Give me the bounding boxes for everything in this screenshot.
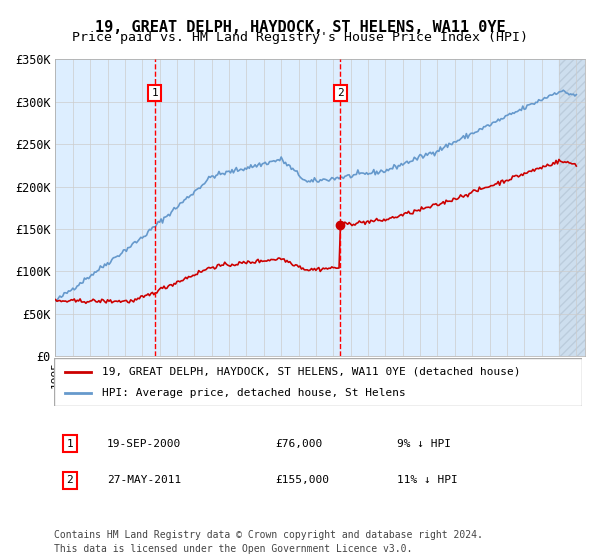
Text: £76,000: £76,000 [276, 439, 323, 449]
Text: 1: 1 [151, 88, 158, 98]
Text: 27-MAY-2011: 27-MAY-2011 [107, 475, 181, 485]
Text: 2: 2 [67, 475, 73, 485]
Text: 2: 2 [337, 88, 344, 98]
Text: 9% ↓ HPI: 9% ↓ HPI [397, 439, 451, 449]
Text: 19-SEP-2000: 19-SEP-2000 [107, 439, 181, 449]
Text: 19, GREAT DELPH, HAYDOCK, ST HELENS, WA11 0YE: 19, GREAT DELPH, HAYDOCK, ST HELENS, WA1… [95, 20, 505, 35]
FancyBboxPatch shape [54, 358, 582, 406]
Text: 1: 1 [67, 439, 73, 449]
Text: Price paid vs. HM Land Registry's House Price Index (HPI): Price paid vs. HM Land Registry's House … [72, 31, 528, 44]
Text: 19, GREAT DELPH, HAYDOCK, ST HELENS, WA11 0YE (detached house): 19, GREAT DELPH, HAYDOCK, ST HELENS, WA1… [101, 367, 520, 377]
Text: Contains HM Land Registry data © Crown copyright and database right 2024.: Contains HM Land Registry data © Crown c… [54, 530, 483, 540]
Text: 11% ↓ HPI: 11% ↓ HPI [397, 475, 458, 485]
Text: HPI: Average price, detached house, St Helens: HPI: Average price, detached house, St H… [101, 388, 405, 398]
Text: This data is licensed under the Open Government Licence v3.0.: This data is licensed under the Open Gov… [54, 544, 412, 554]
Polygon shape [559, 51, 585, 356]
Text: £155,000: £155,000 [276, 475, 330, 485]
